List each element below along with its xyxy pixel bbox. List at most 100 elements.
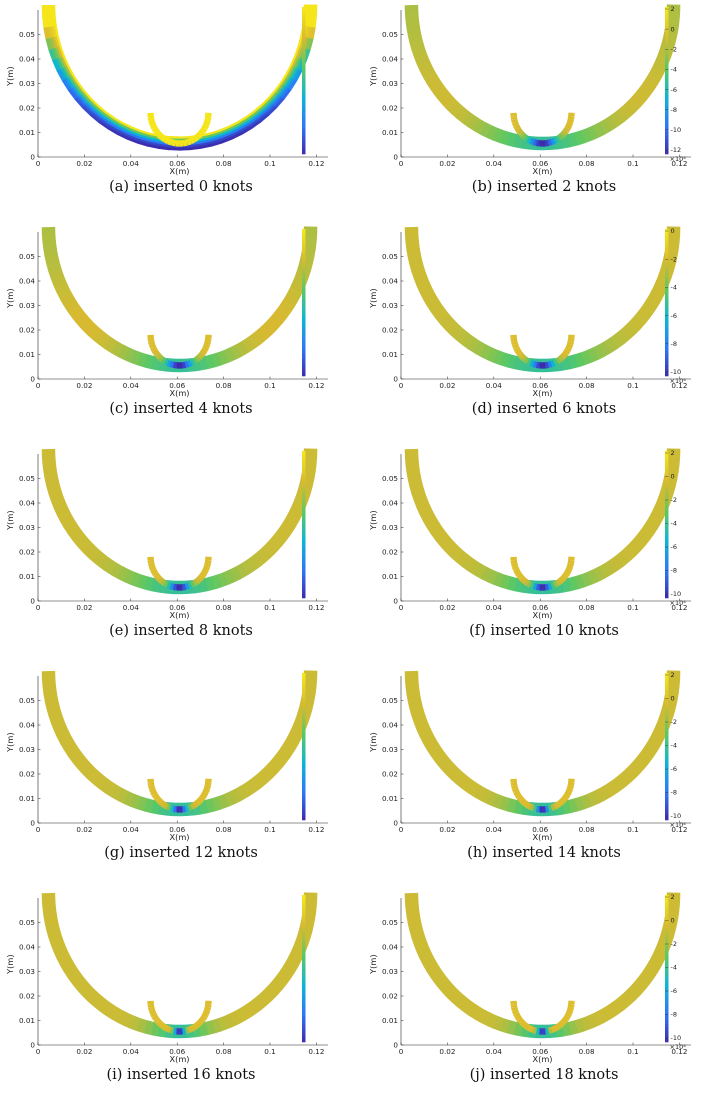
colorbar-swatch: [665, 525, 669, 529]
colorbar-swatch: [665, 69, 669, 73]
y-tick-label: 0.03: [19, 301, 35, 310]
colorbar-swatch: [302, 554, 306, 558]
small-ring-segment-9: [525, 582, 528, 584]
colorbar-swatch: [665, 794, 669, 798]
big-ring-segment-17: [460, 113, 466, 118]
colorbar-swatch: [302, 583, 306, 587]
colorbar-tick-label: -2: [671, 45, 677, 53]
colorbar-swatch: [665, 1024, 669, 1028]
small-ring-segment-23: [201, 575, 203, 578]
small-ring-segment-19: [554, 583, 557, 585]
big-ring-segment-43: [262, 552, 268, 557]
colorbar-tick-label: -4: [671, 520, 677, 528]
small-ring-segment-21: [560, 580, 562, 582]
big-ring-segment-39: [239, 347, 245, 351]
big-ring-segment-50: [656, 733, 660, 740]
x-tick-label: 0: [399, 381, 404, 390]
big-ring-segment-16: [92, 774, 98, 779]
small-ring-segment-20: [205, 125, 207, 129]
small-ring-segment-7: [521, 133, 523, 135]
y-tick-label: 0.02: [19, 326, 35, 335]
big-ring-segment-26: [515, 141, 522, 142]
big-ring-segment-36: [583, 356, 590, 359]
colorbar-swatch: [665, 724, 669, 728]
colorbar-swatch: [302, 809, 306, 813]
big-ring-segment-3: [50, 471, 51, 479]
y-axis-label: Y(m): [5, 66, 15, 86]
big-ring-segment-14: [82, 320, 87, 326]
colorbar-swatch: [302, 587, 306, 591]
colorbar-tick-label: -8: [671, 789, 677, 797]
big-ring-segment-8: [60, 727, 63, 734]
big-ring-segment-38: [596, 350, 603, 353]
colorbar-swatch: [302, 328, 306, 332]
colorbar-swatch: [302, 798, 306, 802]
big-ring-segment-58: [310, 678, 311, 686]
small-ring-segment-7: [158, 1021, 160, 1023]
colorbar-tick-label: -6: [671, 543, 677, 551]
big-ring-segment-40: [608, 787, 614, 791]
small-ring-segment-9: [162, 360, 165, 362]
big-ring-segment-16: [92, 330, 98, 335]
colorbar-swatch: [302, 306, 306, 310]
colorbar-swatch: [302, 128, 306, 132]
colorbar-swatch: [302, 51, 306, 55]
big-ring-segment-55: [306, 699, 308, 707]
colorbar-tick-label: -8: [671, 340, 677, 348]
colorbar-swatch: [665, 510, 669, 514]
colorbar-swatch: [302, 247, 306, 251]
colorbar-swatch: [665, 258, 669, 262]
colorbar-swatch: [665, 502, 669, 506]
big-ring-segment-14: [445, 986, 450, 992]
colorbar-tick-label: -8: [671, 567, 677, 575]
small-ring-segment-10: [172, 142, 176, 143]
big-ring-segment-15: [450, 991, 455, 996]
small-ring-segment-1: [514, 116, 515, 119]
y-tick-label: 0.05: [19, 252, 35, 261]
small-ring-segment-13: [173, 587, 176, 588]
colorbar-tick-label: -8: [671, 1011, 677, 1019]
x-tick-label: 0: [36, 1047, 41, 1056]
big-ring-segment-38: [233, 572, 240, 575]
big-ring-segment-19: [471, 121, 477, 125]
small-ring-segment-23: [201, 1019, 203, 1022]
colorbar-tick-label: -2: [671, 496, 677, 504]
colorbar-swatch: [302, 372, 306, 376]
colorbar-swatch: [302, 913, 306, 917]
colorbar-swatch: [302, 569, 306, 573]
big-ring-segment-51: [659, 61, 662, 68]
x-axis-label: X(m): [533, 610, 553, 620]
colorbar-swatch: [665, 40, 669, 44]
colorbar-swatch: [302, 25, 306, 29]
colorbar-swatch: [302, 458, 306, 462]
colorbar-swatch: [302, 895, 306, 899]
big-ring-segment-23: [496, 800, 503, 803]
x-tick-label: 0.02: [76, 603, 92, 612]
colorbar-swatch: [302, 288, 306, 292]
big-ring-segment-44: [630, 547, 635, 552]
small-ring-segment-22: [562, 355, 564, 357]
big-ring-segment-34: [570, 583, 577, 585]
big-ring-segment-34: [570, 139, 577, 141]
x-tick-label: 0.02: [439, 1047, 455, 1056]
colorbar-swatch: [302, 11, 306, 15]
x-tick-label: 0.1: [627, 1047, 638, 1056]
colorbar-swatch: [302, 347, 306, 351]
small-ring-segment-9: [525, 1026, 528, 1028]
colorbar-swatch: [302, 36, 306, 40]
colorbar-swatch: [665, 543, 669, 547]
x-tick-label: 0.1: [627, 603, 638, 612]
big-ring-segment-25: [146, 583, 153, 585]
colorbar-swatch: [665, 132, 669, 136]
colorbar-swatch: [302, 699, 306, 703]
big-ring-segment-8: [60, 505, 63, 512]
colorbar-swatch: [302, 314, 306, 318]
panel-caption: (c) inserted 4 knots: [0, 401, 362, 417]
x-tick-label: 0.04: [486, 159, 502, 168]
small-ring-segment-5: [517, 572, 519, 575]
big-ring-segment-44: [630, 103, 635, 108]
colorbar-swatch: [302, 772, 306, 776]
colorbar-swatch: [302, 769, 306, 773]
big-ring-segment-16: [92, 996, 98, 1001]
small-ring-segment-24: [566, 350, 568, 353]
